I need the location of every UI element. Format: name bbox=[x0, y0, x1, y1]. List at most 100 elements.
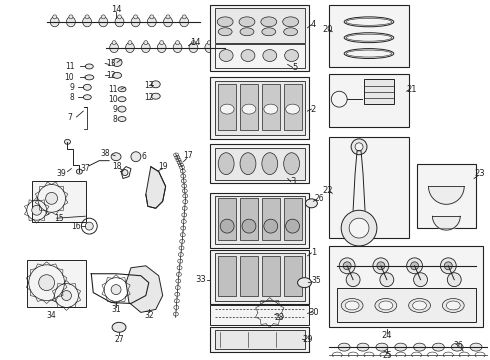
Ellipse shape bbox=[151, 93, 160, 99]
Circle shape bbox=[264, 219, 278, 233]
Polygon shape bbox=[126, 266, 163, 312]
Bar bbox=[210, 306, 310, 325]
Bar bbox=[240, 84, 258, 130]
Ellipse shape bbox=[346, 18, 392, 25]
Ellipse shape bbox=[240, 28, 254, 36]
Ellipse shape bbox=[357, 343, 369, 351]
Ellipse shape bbox=[131, 17, 140, 27]
Ellipse shape bbox=[345, 301, 359, 310]
Ellipse shape bbox=[218, 153, 234, 175]
Ellipse shape bbox=[441, 258, 456, 274]
Ellipse shape bbox=[118, 106, 126, 112]
Ellipse shape bbox=[470, 343, 482, 351]
Circle shape bbox=[264, 306, 276, 318]
Text: 33: 33 bbox=[195, 275, 206, 284]
Bar bbox=[210, 250, 310, 305]
Text: 34: 34 bbox=[47, 311, 56, 320]
Ellipse shape bbox=[110, 42, 119, 53]
Text: 17: 17 bbox=[184, 151, 193, 160]
Text: 12: 12 bbox=[144, 93, 153, 102]
Bar bbox=[215, 196, 304, 244]
Ellipse shape bbox=[207, 41, 211, 45]
Ellipse shape bbox=[262, 153, 278, 175]
Ellipse shape bbox=[218, 28, 232, 36]
Bar bbox=[364, 79, 394, 104]
Ellipse shape bbox=[144, 41, 148, 45]
Ellipse shape bbox=[344, 49, 394, 59]
Text: 29: 29 bbox=[302, 335, 313, 344]
Ellipse shape bbox=[112, 59, 122, 67]
Text: 37: 37 bbox=[80, 164, 90, 173]
Ellipse shape bbox=[283, 17, 298, 27]
Circle shape bbox=[220, 219, 234, 233]
Bar bbox=[284, 198, 301, 240]
Ellipse shape bbox=[76, 169, 82, 174]
Ellipse shape bbox=[65, 139, 71, 144]
Ellipse shape bbox=[241, 50, 255, 62]
Text: 14: 14 bbox=[111, 5, 122, 14]
Bar bbox=[329, 246, 483, 327]
Text: 14: 14 bbox=[190, 38, 201, 47]
Ellipse shape bbox=[166, 15, 170, 19]
Text: 8: 8 bbox=[69, 93, 74, 102]
Ellipse shape bbox=[217, 17, 233, 27]
Ellipse shape bbox=[85, 222, 93, 230]
Ellipse shape bbox=[377, 262, 385, 270]
Ellipse shape bbox=[297, 278, 312, 288]
Bar bbox=[218, 256, 236, 296]
Ellipse shape bbox=[118, 117, 126, 121]
Ellipse shape bbox=[344, 17, 394, 27]
Ellipse shape bbox=[261, 17, 277, 27]
Text: 12: 12 bbox=[106, 71, 116, 80]
Text: 4: 4 bbox=[311, 20, 316, 29]
Text: 15: 15 bbox=[54, 214, 63, 223]
Text: 26: 26 bbox=[315, 194, 324, 203]
Bar bbox=[32, 180, 86, 222]
Ellipse shape bbox=[173, 42, 182, 53]
Ellipse shape bbox=[147, 17, 156, 27]
Bar bbox=[218, 198, 236, 240]
Text: 10: 10 bbox=[65, 73, 74, 82]
Circle shape bbox=[39, 275, 54, 291]
Text: 28: 28 bbox=[275, 313, 285, 322]
Bar bbox=[27, 260, 86, 307]
Ellipse shape bbox=[264, 104, 278, 114]
Text: 13: 13 bbox=[144, 81, 153, 90]
Ellipse shape bbox=[113, 72, 122, 78]
Bar bbox=[215, 44, 304, 68]
Ellipse shape bbox=[447, 273, 461, 287]
Ellipse shape bbox=[160, 41, 164, 45]
Text: 35: 35 bbox=[312, 276, 321, 285]
Ellipse shape bbox=[175, 41, 179, 45]
Ellipse shape bbox=[413, 301, 426, 310]
Ellipse shape bbox=[85, 64, 93, 69]
Ellipse shape bbox=[85, 75, 94, 80]
Bar bbox=[240, 256, 258, 296]
Bar bbox=[284, 256, 301, 296]
Ellipse shape bbox=[284, 28, 297, 36]
Ellipse shape bbox=[284, 153, 299, 175]
Ellipse shape bbox=[444, 262, 452, 270]
Ellipse shape bbox=[414, 343, 425, 351]
Ellipse shape bbox=[151, 81, 160, 88]
Ellipse shape bbox=[115, 17, 124, 27]
Text: 6: 6 bbox=[142, 152, 147, 161]
Ellipse shape bbox=[262, 28, 276, 36]
Circle shape bbox=[349, 218, 369, 238]
Bar bbox=[210, 193, 310, 248]
Circle shape bbox=[341, 210, 377, 246]
Ellipse shape bbox=[85, 15, 89, 19]
Ellipse shape bbox=[305, 199, 318, 208]
Ellipse shape bbox=[134, 15, 138, 19]
Text: 19: 19 bbox=[158, 162, 168, 171]
Text: 9: 9 bbox=[69, 83, 74, 92]
Ellipse shape bbox=[239, 17, 255, 27]
Ellipse shape bbox=[343, 262, 351, 270]
Ellipse shape bbox=[118, 87, 126, 92]
Ellipse shape bbox=[118, 15, 122, 19]
Ellipse shape bbox=[346, 273, 360, 287]
Polygon shape bbox=[146, 167, 166, 208]
Text: 2: 2 bbox=[311, 105, 316, 114]
Bar bbox=[215, 8, 304, 42]
Text: 11: 11 bbox=[65, 62, 74, 71]
